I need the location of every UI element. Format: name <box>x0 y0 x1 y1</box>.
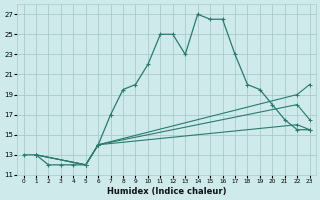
X-axis label: Humidex (Indice chaleur): Humidex (Indice chaleur) <box>107 187 226 196</box>
